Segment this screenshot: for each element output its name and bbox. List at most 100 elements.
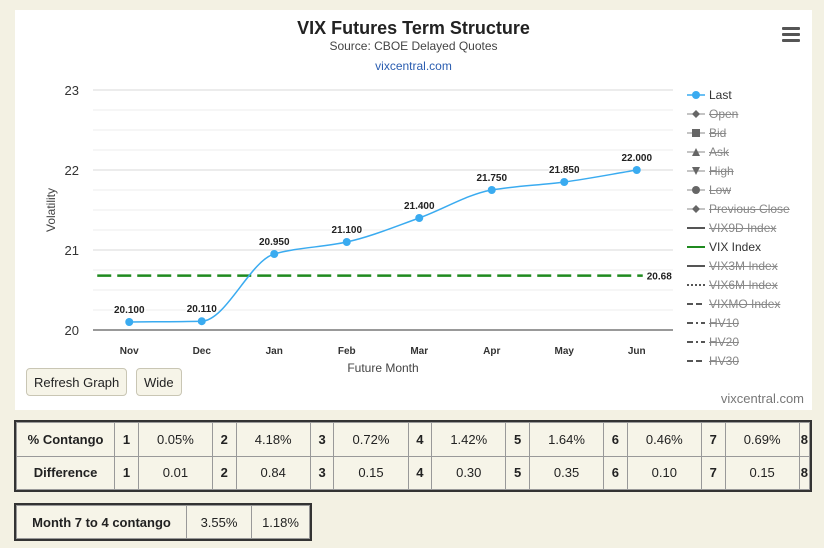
legend-item-label: VIX Index <box>709 240 762 254</box>
y-tick-label: 23 <box>65 83 79 98</box>
last-data-point <box>197 317 206 326</box>
month-index-cell: 8 <box>798 455 811 490</box>
month-index-cell: 5 <box>505 455 530 490</box>
square-legend-symbol-icon <box>687 129 705 137</box>
legend-item[interactable]: VIX9D Index <box>687 219 812 238</box>
table-row: % Contango 1 0.05% 2 4.18% 3 0.72% 4 1.42% 5 1.64%… <box>15 422 811 457</box>
row-label: Difference <box>15 455 116 490</box>
value-cell: 0.30 <box>431 455 507 490</box>
legend-item[interactable]: HV30 <box>687 352 812 371</box>
x-tick-label: Mar <box>410 346 428 357</box>
legend-item[interactable]: Previous Close <box>687 200 812 219</box>
last-series-line <box>129 169 637 323</box>
month-index-cell: 1 <box>114 455 139 490</box>
table-row: Month 7 to 4 contango 3.55% 1.18% <box>16 505 310 539</box>
legend-item-label: Previous Close <box>709 202 790 216</box>
chart-subtitle: Source: CBOE Delayed Quotes <box>329 39 498 53</box>
legend-item[interactable]: VIX3M Index <box>687 257 812 276</box>
triangle-up-legend-symbol-icon <box>687 148 705 156</box>
dashdot-legend-symbol-icon <box>687 341 705 343</box>
legend-item-label: High <box>709 164 734 178</box>
circle-legend-symbol-icon <box>687 186 705 194</box>
refresh-graph-button[interactable]: Refresh Graph <box>26 368 128 396</box>
legend-item-label: VIX9D Index <box>709 221 777 235</box>
legend-item[interactable]: HV20 <box>687 333 812 352</box>
last-data-point <box>125 318 134 326</box>
x-tick-label: Jun <box>628 346 646 357</box>
legend-item-label: Open <box>709 107 739 121</box>
value-cell: 0.15 <box>724 455 800 490</box>
last-data-label: 20.950 <box>259 237 290 248</box>
y-tick-label: 20 <box>65 323 79 338</box>
month-index-cell: 6 <box>603 422 628 457</box>
legend-item[interactable]: VIXMO Index <box>687 295 812 314</box>
x-tick-label: Feb <box>338 346 356 357</box>
last-data-label: 21.750 <box>476 173 507 184</box>
last-data-point <box>632 166 641 174</box>
legend-item[interactable]: Last <box>687 86 812 105</box>
last-data-point <box>560 178 569 186</box>
solid-green-legend-symbol-icon <box>687 246 705 248</box>
value-cell: 0.05% <box>137 422 213 457</box>
month-index-cell: 2 <box>211 422 237 457</box>
legend-item[interactable]: HV10 <box>687 314 812 333</box>
chart-credit[interactable]: vixcentral.com <box>720 391 804 406</box>
value-cell: 0.72% <box>333 422 409 457</box>
hamburger-menu-icon[interactable] <box>782 27 800 43</box>
legend-item[interactable]: Ask <box>687 143 812 162</box>
legend-item-label: Ask <box>709 145 730 159</box>
legend-item[interactable]: High <box>687 162 812 181</box>
legend-item-label: VIXMO Index <box>709 297 781 311</box>
value-cell: 0.84 <box>235 455 311 490</box>
last-data-point <box>270 250 279 258</box>
solid-legend-symbol-icon <box>687 227 705 229</box>
legend-item-label: HV30 <box>709 354 740 368</box>
legend-item[interactable]: VIX Index <box>687 238 812 257</box>
legend-item[interactable]: Low <box>687 181 812 200</box>
legend-item[interactable]: Open <box>687 105 812 124</box>
value-cell: 0.15 <box>333 455 409 490</box>
chart-title: VIX Futures Term Structure <box>297 18 530 38</box>
value-cell: 0.46% <box>626 422 702 457</box>
month-contango-label: Month 7 to 4 contango <box>16 505 187 539</box>
month-index-cell: 3 <box>309 455 335 490</box>
solid-legend-symbol-icon <box>687 265 705 267</box>
value-cell: 1.64% <box>528 422 605 457</box>
month-index-cell: 7 <box>700 422 726 457</box>
vix-index-data-label: 20.68 <box>647 272 672 283</box>
y-tick-label: 21 <box>65 243 79 258</box>
last-data-label: 20.100 <box>114 305 145 316</box>
y-axis-title: Volatility <box>44 188 58 232</box>
legend-item[interactable]: Bid <box>687 124 812 143</box>
month-index-cell: 4 <box>407 422 433 457</box>
site-link[interactable]: vixcentral.com <box>375 59 452 73</box>
y-tick-label: 22 <box>65 163 79 178</box>
dash-legend-symbol-icon <box>687 303 705 305</box>
contango-table-frame: % Contango 1 0.05% 2 4.18% 3 0.72% 4 1.42% 5 1.64%… <box>14 420 812 492</box>
diamond-legend-symbol-icon <box>687 110 705 118</box>
chart-plot: 20 21 22 23 Nov Dec Jan Feb Mar Apr May Jun Future M… <box>44 83 673 375</box>
value-cell: 0.01 <box>137 455 213 490</box>
value-cell: 0.35 <box>528 455 605 490</box>
legend-item[interactable]: VIX6M Index <box>687 276 812 295</box>
legend-item-label: Low <box>709 183 732 197</box>
last-data-point <box>342 238 351 246</box>
month-contango-value-2: 1.18% <box>251 505 310 539</box>
wide-button[interactable]: Wide <box>136 368 182 396</box>
chart-panel: VIX Futures Term Structure Source: CBOE … <box>15 10 812 410</box>
legend-item-label: HV20 <box>709 335 740 349</box>
x-tick-label: Dec <box>193 346 212 357</box>
month-index-cell: 5 <box>505 422 530 457</box>
legend-item-label: VIX3M Index <box>709 259 778 273</box>
x-tick-label: May <box>555 346 575 357</box>
last-data-label: 21.400 <box>404 201 435 212</box>
dotted-legend-symbol-icon <box>687 284 705 286</box>
x-tick-label: Jan <box>266 346 283 357</box>
row-label: % Contango <box>15 422 116 457</box>
x-tick-label: Apr <box>483 346 500 357</box>
triangle-down-legend-symbol-icon <box>687 167 705 175</box>
month-index-cell: 3 <box>309 422 335 457</box>
value-cell: 0.10 <box>626 455 702 490</box>
month-index-cell: 4 <box>407 455 433 490</box>
month-index-cell: 8 <box>798 422 811 457</box>
